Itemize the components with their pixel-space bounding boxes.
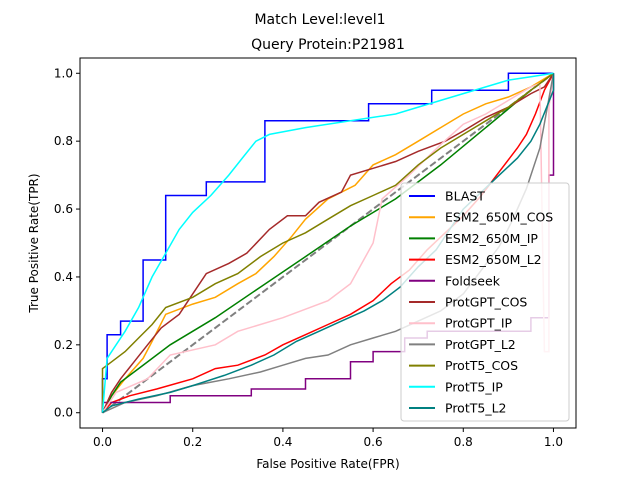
legend-label: ESM2_650M_L2	[445, 252, 542, 267]
legend-box	[400, 182, 570, 422]
legend-label: ProtT5_IP	[445, 379, 503, 394]
legend-label: BLAST	[445, 189, 485, 204]
y-tick-label: 0.0	[54, 406, 73, 420]
diagonal-reference-line	[101, 72, 555, 414]
legend-label: ESM2_650M_COS	[445, 210, 553, 225]
y-tick-label: 0.4	[54, 270, 73, 284]
y-axis-label: True Positive Rate(TPR)	[27, 173, 41, 313]
legend: BLAST ESM2_650M_COS ESM2_650M_IP ESM2_650M_…	[400, 182, 570, 422]
x-tick-label: 1.0	[544, 435, 563, 449]
y-tick-label: 0.8	[54, 134, 73, 148]
y-tick-label: 0.6	[54, 202, 73, 216]
x-axis-label: False Positive Rate(FPR)	[256, 457, 399, 471]
chart-title: Query Protein:P21981	[251, 37, 405, 53]
series-line-prott5-ip	[101, 72, 554, 413]
series-line-esm2-650m-cos	[101, 72, 554, 414]
y-axis: 0.0 0.2 0.4 0.6 0.8 1.0	[54, 66, 80, 420]
legend-label: ESM2_650M_IP	[445, 231, 538, 246]
series-line-blast	[101, 72, 554, 413]
series-line-prott5-cos	[101, 72, 554, 413]
y-tick-label: 1.0	[54, 66, 73, 80]
legend-label: ProtGPT_L2	[445, 337, 516, 352]
series-line-protgpt-cos	[101, 72, 555, 414]
series-layer	[101, 72, 555, 414]
series-line-prott5-l2	[102, 73, 555, 414]
plot-border	[79, 57, 577, 429]
x-tick-label: 0.4	[273, 435, 292, 449]
legend-label: ProtT5_COS	[445, 358, 518, 373]
legend-label: ProtGPT_IP	[445, 316, 513, 331]
x-tick-label: 0.0	[93, 435, 112, 449]
x-tick-label: 0.6	[364, 435, 383, 449]
legend-label: ProtGPT_COS	[445, 295, 527, 310]
x-tick-label: 0.2	[183, 435, 202, 449]
x-tick-label: 0.8	[454, 435, 473, 449]
series-line-esm2-650m-ip	[101, 72, 554, 414]
series-line-esm2-650m-l2	[101, 72, 555, 414]
legend-label: ProtT5_L2	[445, 401, 507, 416]
legend-label: Foldseek	[445, 273, 501, 288]
chart-suptitle: Match Level:level1	[254, 12, 385, 28]
x-axis: 0.0 0.2 0.4 0.6 0.8 1.0	[93, 428, 563, 449]
y-tick-label: 0.2	[54, 338, 73, 352]
